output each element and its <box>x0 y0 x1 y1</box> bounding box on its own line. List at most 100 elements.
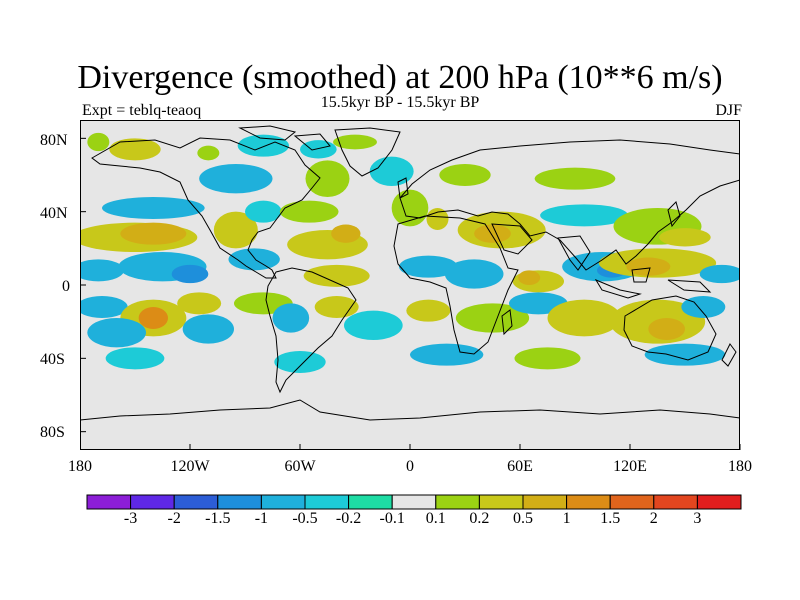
divergence-contour-pos1 <box>197 145 220 161</box>
lon-tick-180E: 180 <box>728 458 752 475</box>
colorbar-label: -1.5 <box>205 510 231 527</box>
colorbar-label: -1 <box>254 510 269 527</box>
map-subtitle: 15.5kyr BP - 15.5kyr BP <box>320 94 480 111</box>
divergence-contour-pos3 <box>518 270 541 285</box>
divergence-contour-neg1 <box>344 310 403 340</box>
colorbar-swatch <box>522 494 568 510</box>
colorbar-label: -0.1 <box>379 510 405 527</box>
colorbar-label: 1.5 <box>600 510 621 527</box>
lat-tick-40N: 40N <box>40 205 68 222</box>
divergence-contour-neg2 <box>699 264 740 284</box>
colorbar <box>86 494 742 510</box>
colorbar-swatch <box>435 494 480 510</box>
coastline-australia <box>623 295 717 361</box>
colorbar-swatch <box>86 494 132 510</box>
divergence-contour-pos1 <box>455 303 530 333</box>
lat-tick-80N: 80N <box>40 132 68 149</box>
divergence-contour-pos2 <box>177 292 222 315</box>
colorbar-swatch <box>173 494 219 510</box>
coastline-indonesia <box>594 267 712 299</box>
coastline-japan <box>667 201 681 228</box>
divergence-contour-pos1 <box>279 200 339 223</box>
lon-tick-180W: 180 <box>68 458 92 475</box>
divergence-contour-pos2 <box>406 299 451 322</box>
divergence-contour-neg2 <box>199 164 273 194</box>
colorbar-label: 2 <box>649 510 658 527</box>
divergence-contour-pos1 <box>87 132 110 152</box>
colorbar-swatch <box>348 494 393 510</box>
divergence-contour-neg2 <box>102 197 205 219</box>
lat-tick-80S: 80S <box>40 424 65 441</box>
colorbar-swatch <box>304 494 350 510</box>
coastline-africa <box>393 215 519 355</box>
lat-tick-40S: 40S <box>40 351 65 368</box>
divergence-contour-pos2 <box>547 299 621 337</box>
divergence-contour-neg2 <box>444 259 504 289</box>
divergence-contour-neg3 <box>171 264 209 284</box>
divergence-contour-pos1 <box>534 167 616 190</box>
divergence-contour-neg2 <box>80 259 124 282</box>
divergence-contour-neg1 <box>245 200 282 223</box>
divergence-contour-neg1 <box>274 351 326 373</box>
coastline-greenland <box>334 127 401 177</box>
divergence-contour-neg2 <box>272 303 310 333</box>
colorbar-label: 0.5 <box>513 510 533 527</box>
lon-tick-0: 0 <box>406 458 414 475</box>
divergence-contour-neg2 <box>644 343 726 366</box>
colorbar-label: -0.5 <box>292 510 318 527</box>
divergence-contour-neg2 <box>399 255 458 278</box>
divergence-contour-pos3 <box>120 222 187 245</box>
experiment-label: Expt = teblq-teaoq <box>82 102 202 119</box>
lon-tick-60W: 60W <box>284 458 316 475</box>
colorbar-label: -0.2 <box>335 510 362 527</box>
divergence-contour-pos2 <box>659 228 711 247</box>
divergence-contour-neg2 <box>410 343 484 366</box>
lon-tick-120E: 120E <box>613 458 647 475</box>
colorbar-swatch <box>478 494 524 510</box>
divergence-contour-neg1 <box>540 204 629 227</box>
coastline-eurasia <box>399 139 740 271</box>
divergence-contour-neg1 <box>237 134 289 157</box>
divergence-contour-pos1 <box>391 189 429 227</box>
coastline-north-america <box>91 137 321 279</box>
coastline-new-zealand <box>721 343 737 367</box>
map-ticks <box>80 137 741 450</box>
coastline-arabia <box>491 223 533 255</box>
divergence-contour-neg1 <box>105 347 165 370</box>
coastline-south-america <box>265 267 357 394</box>
colorbar-swatch <box>130 494 175 510</box>
divergence-contour-pos2 <box>213 211 258 249</box>
season-label: DJF <box>715 102 742 119</box>
colorbar-swatch <box>696 494 742 510</box>
divergence-contour-neg2 <box>681 296 726 318</box>
colorbar-label: -2 <box>167 510 181 527</box>
divergence-contour-neg1 <box>369 156 414 186</box>
coastline-arctic-islands <box>238 125 331 151</box>
colorbar-swatch <box>653 494 698 510</box>
divergence-map <box>80 120 741 450</box>
colorbar-swatch <box>609 494 655 510</box>
divergence-contour-pos1 <box>305 160 350 197</box>
colorbar-swatch <box>391 494 437 510</box>
divergence-contour-pos3 <box>648 318 686 340</box>
colorbar-label: 3 <box>693 510 702 527</box>
coastlines <box>80 125 740 421</box>
colorbar-swatch <box>217 494 262 510</box>
divergence-contour-neg1 <box>300 140 337 159</box>
divergence-contour-neg2 <box>182 314 234 344</box>
lon-tick-120W: 120W <box>170 458 210 475</box>
colorbar-label: -3 <box>123 510 138 527</box>
map-title: Divergence (smoothed) at 200 hPa (10**6 … <box>77 59 723 96</box>
divergence-contour-neg2 <box>87 318 146 348</box>
divergence-field <box>80 132 740 373</box>
divergence-contour-pos3 <box>474 224 511 243</box>
lat-tick-0: 0 <box>62 278 70 295</box>
colorbar-swatch <box>260 494 306 510</box>
divergence-contour-pos1 <box>514 347 581 370</box>
divergence-contour-pos2 <box>314 296 359 318</box>
lon-tick-60E: 60E <box>507 458 533 475</box>
divergence-contour-pos3 <box>331 224 361 243</box>
divergence-contour-neg2 <box>228 248 280 271</box>
divergence-contour-pos1 <box>333 134 377 150</box>
colorbar-label: 0.2 <box>469 510 490 527</box>
